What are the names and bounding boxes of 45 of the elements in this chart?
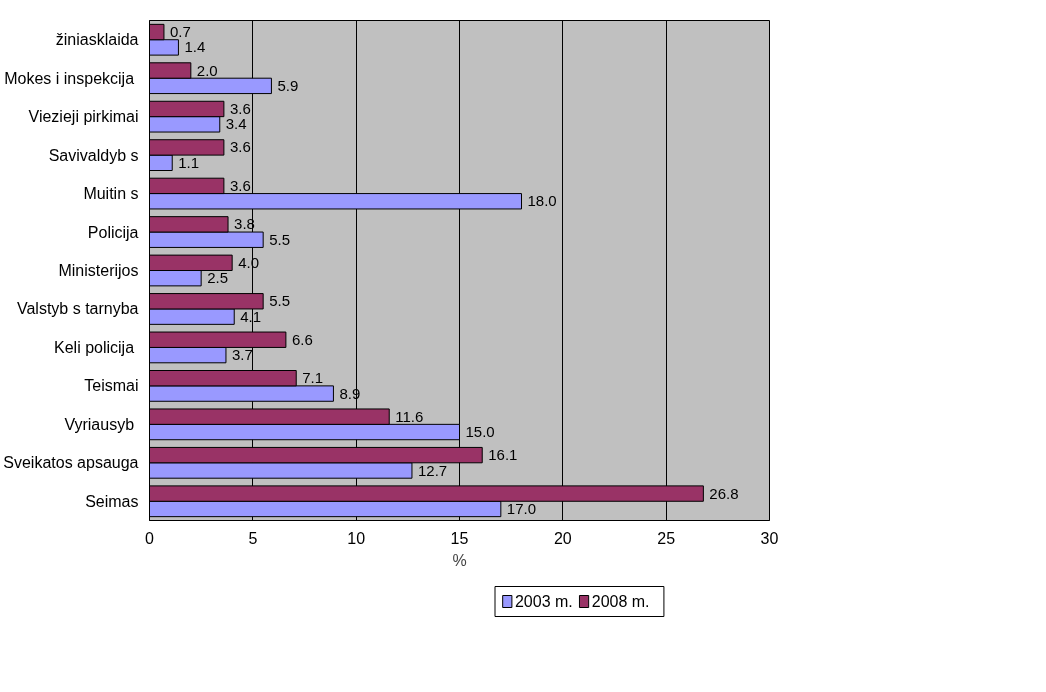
data-label: 3.6 xyxy=(229,138,251,156)
data-label: 1.1 xyxy=(178,153,200,171)
data-label: 15.0 xyxy=(465,423,495,441)
y-tick-label: Ministerijos xyxy=(58,262,139,279)
data-label: 26.8 xyxy=(709,484,739,502)
data-label: 12.7 xyxy=(417,461,448,479)
y-tick-label: Savivaldyb s xyxy=(48,146,139,164)
x-tick-label: 15 xyxy=(450,529,469,547)
data-label: 1.4 xyxy=(184,38,206,56)
x-axis-title: % xyxy=(452,551,467,569)
y-tick-label: Sveikatos apsauga xyxy=(3,454,139,472)
data-label: 3.6 xyxy=(229,99,251,117)
data-label: 3.4 xyxy=(225,115,247,133)
data-label: 0.7 xyxy=(169,23,191,41)
data-label: 3.6 xyxy=(229,176,251,194)
data-label: 16.1 xyxy=(488,446,518,464)
y-tick-label: Mokes i inspekcija xyxy=(4,69,135,87)
data-label: 7.1 xyxy=(302,369,324,387)
legend-label: 2003 m. xyxy=(514,593,573,610)
y-tick-label: Seimas xyxy=(85,492,139,510)
data-label: 11.6 xyxy=(395,407,424,425)
data-label: 18.0 xyxy=(527,192,557,210)
x-tick-label: 20 xyxy=(553,529,572,547)
x-tick-label: 0 xyxy=(145,529,155,547)
data-label: 6.6 xyxy=(291,330,313,348)
y-tick-label: Vyriausyb xyxy=(64,415,135,433)
data-label: 2.0 xyxy=(196,61,218,79)
y-tick-label: Viezieji pirkimai xyxy=(28,108,139,126)
y-tick-label: Keli policija xyxy=(54,338,135,356)
y-tick-label: Valstyb s tarnyba xyxy=(16,300,139,318)
legend-label: 2008 m. xyxy=(591,593,650,610)
x-tick-label: 5 xyxy=(248,529,258,547)
y-tick-label: Teismai xyxy=(84,377,139,395)
data-label: 3.7 xyxy=(231,346,253,364)
data-label: 5.5 xyxy=(269,292,291,310)
x-tick-label: 25 xyxy=(657,529,676,547)
x-tick-label: 30 xyxy=(760,529,779,547)
y-tick-label: žiniasklaida xyxy=(55,31,139,49)
y-tick-label: Muitin s xyxy=(83,185,139,203)
data-label: 2.5 xyxy=(207,269,229,287)
data-label: 17.0 xyxy=(506,499,537,517)
y-tick-label: Policija xyxy=(87,223,139,241)
data-label: 5.5 xyxy=(269,230,291,248)
x-tick-label: 10 xyxy=(347,529,366,547)
data-label: 5.9 xyxy=(277,76,299,94)
